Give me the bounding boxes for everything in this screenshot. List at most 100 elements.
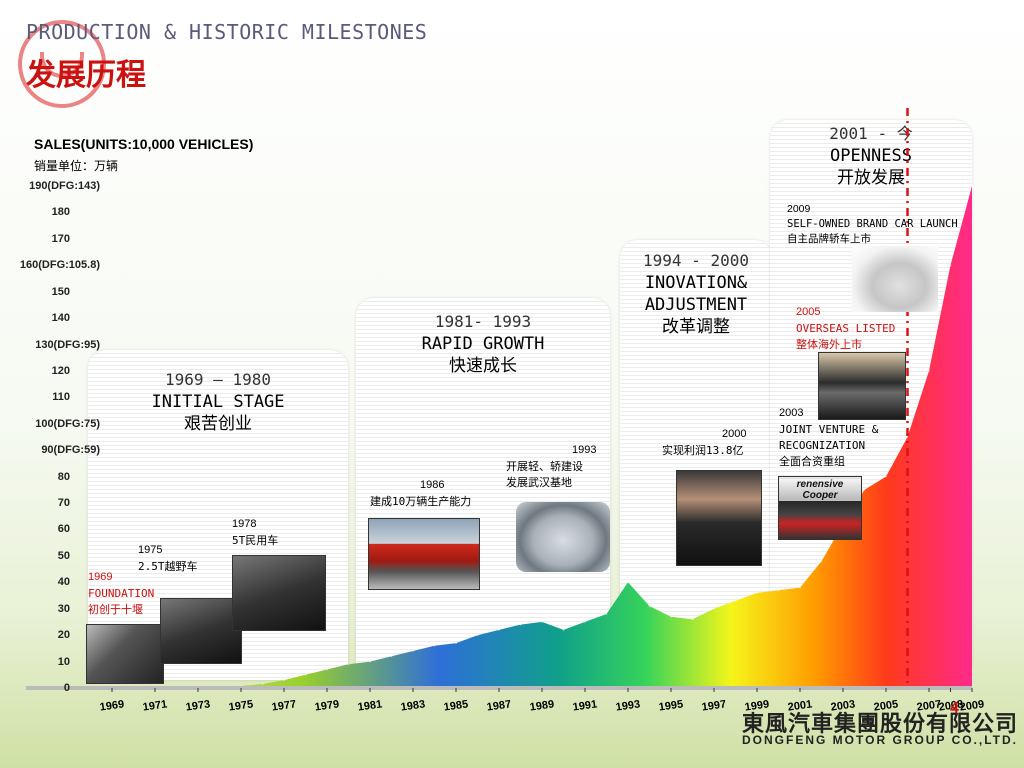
milestone-text: 5T民用车	[232, 533, 279, 547]
phase-name-cn: 开放发展	[837, 167, 905, 188]
photo-2005-listing	[818, 352, 906, 420]
milestone-year: 1993	[572, 444, 597, 456]
y-tick-label-60: 60	[57, 523, 70, 536]
milestone-text: 实现利润13.8亿	[662, 443, 744, 457]
data-point-2005	[885, 475, 887, 478]
data-point-1993	[627, 581, 629, 584]
data-point-1977	[283, 679, 285, 681]
photo-1978-truck	[232, 555, 326, 631]
milestone-1986: 1986 建成10万辆生产能力	[370, 478, 471, 510]
phase-range: 1981- 1993	[434, 312, 532, 331]
y-tick-label-160: 160(DFG:105.8)	[19, 259, 100, 272]
milestone-text: JOINT VENTURE &	[779, 422, 879, 436]
slide-title: PRODUCTION & HISTORIC MILESTONES	[26, 20, 428, 44]
data-point-1981	[369, 660, 371, 663]
phase-panel-growth	[356, 298, 610, 680]
data-point-1980	[347, 663, 350, 665]
milestone-1978: 1978 5T民用车	[232, 517, 278, 549]
photo-1993-car	[516, 502, 610, 572]
milestone-year: 1978	[232, 518, 257, 530]
brand-name-cn: 東風汽車集團股份有限公司	[742, 712, 1019, 737]
data-point-2008	[949, 264, 952, 267]
phase-label-growth: 1981- 1993 RAPID GROWTH 快速成长	[356, 312, 610, 377]
photo-1975-offroad-truck	[160, 598, 242, 664]
phase-name: INOVATION& ADJUSTMENT	[644, 272, 748, 315]
y-tick-label-20: 20	[57, 629, 70, 642]
y-tick-label-130: 130(DFG:95)	[35, 338, 100, 351]
y-tick-label-180: 180	[51, 206, 70, 219]
data-point-1984	[433, 644, 436, 647]
data-point-1999	[756, 592, 758, 594]
milestone-text: 2.5T越野车	[138, 559, 198, 573]
milestone-year: 2003	[779, 407, 804, 419]
data-point-1988	[519, 623, 522, 626]
data-point-2009	[971, 185, 973, 187]
data-point-1983	[412, 650, 414, 652]
photo-1969-site	[86, 624, 164, 684]
milestone-2009: 2009 SELF-OWNED BRAND CAR LAUNCH 自主品牌轿车上…	[787, 202, 958, 248]
data-point-1979	[326, 668, 328, 671]
data-point-2000	[777, 589, 780, 591]
unit-label-cn: 销量单位：万辆	[34, 159, 119, 173]
milestone-text-cn: 整体海外上市	[796, 337, 862, 351]
data-point-2004	[863, 489, 866, 491]
data-point-1998	[734, 600, 737, 602]
milestone-year: 2000	[722, 428, 747, 440]
phase-name-cn: 改革调整	[662, 316, 730, 337]
phase-label-initial: 1969 – 1980 INITIAL STAGE 艰苦创业	[88, 370, 348, 435]
milestone-2005: 2005 OVERSEAS LISTED 整体海外上市	[796, 305, 895, 353]
photo-2003-signing: renensive Cooper	[778, 476, 862, 540]
phase-range: 1969 – 1980	[165, 370, 271, 389]
data-point-1991	[584, 621, 586, 623]
y-tick-label-150: 150	[51, 285, 70, 298]
y-tick-label-30: 30	[57, 602, 70, 615]
data-point-2006	[906, 436, 909, 438]
milestone-1993: 1993 开展轻、轿建设 发展武汉基地	[506, 443, 596, 491]
milestone-1969: 1969 FOUNDATION 初创于十堰	[88, 570, 154, 618]
data-point-2002	[820, 560, 823, 562]
milestone-year: 2009	[787, 203, 811, 215]
milestone-text: FOUNDATION	[88, 586, 155, 600]
slide-title-cn: 发展历程	[26, 58, 146, 93]
y-tick-label-10: 10	[57, 655, 70, 668]
phase-range: 2001 - 今	[829, 124, 913, 143]
phase-label-openness: 2001 - 今 OPENNESS 开放发展	[770, 124, 972, 189]
phase-name: OPENNESS	[830, 145, 912, 166]
milestone-year: 1975	[138, 544, 163, 556]
y-tick-label-140: 140	[51, 312, 70, 325]
data-point-1987	[498, 629, 500, 631]
phase-range: 1994 - 2000	[643, 251, 749, 270]
y-tick-label-100: 100(DFG:75)	[35, 417, 100, 430]
photo-1986-red-truck	[368, 518, 480, 590]
milestone-text-cn: 初创于十堰	[88, 602, 143, 616]
data-point-2007	[928, 370, 930, 372]
data-point-1996	[691, 618, 694, 621]
milestone-year: 2005	[796, 306, 821, 318]
dongfeng-logo	[18, 20, 106, 108]
milestone-1975: 1975 2.5T越野车	[138, 543, 198, 575]
photo-2000-people	[676, 470, 762, 566]
milestone-year: 1986	[420, 479, 445, 491]
milestone-text: OVERSEAS LISTED	[796, 321, 896, 335]
y-tick-label-0: 0	[63, 682, 70, 694]
phase-name-cn: 艰苦创业	[184, 413, 252, 434]
data-point-1994	[648, 605, 651, 607]
data-point-1986	[476, 634, 479, 636]
y-tick-label-190: 190(DFG:143)	[29, 180, 100, 192]
data-point-1997	[713, 607, 715, 610]
phase-name: RAPID GROWTH	[421, 333, 545, 354]
brand-name-en: DONGFENG MOTOR GROUP CO.,LTD.	[742, 733, 1019, 747]
data-point-1992	[605, 613, 608, 615]
sales-area	[112, 186, 972, 688]
phase-name: INITIAL STAGE	[151, 391, 285, 412]
milestone-text: 开展轻、轿建设	[506, 459, 583, 473]
y-tick-label-110: 110	[52, 391, 70, 404]
y-tick-label-50: 50	[57, 549, 70, 562]
data-point-1978	[304, 674, 307, 676]
page-number: 4	[950, 700, 959, 717]
data-point-1976	[261, 683, 264, 685]
y-tick-label-90: 90(DFG:59)	[41, 444, 100, 457]
data-point-2001	[799, 586, 801, 589]
y-tick-label-70: 70	[57, 497, 70, 510]
milestone-text-2: 发展武汉基地	[506, 475, 572, 489]
